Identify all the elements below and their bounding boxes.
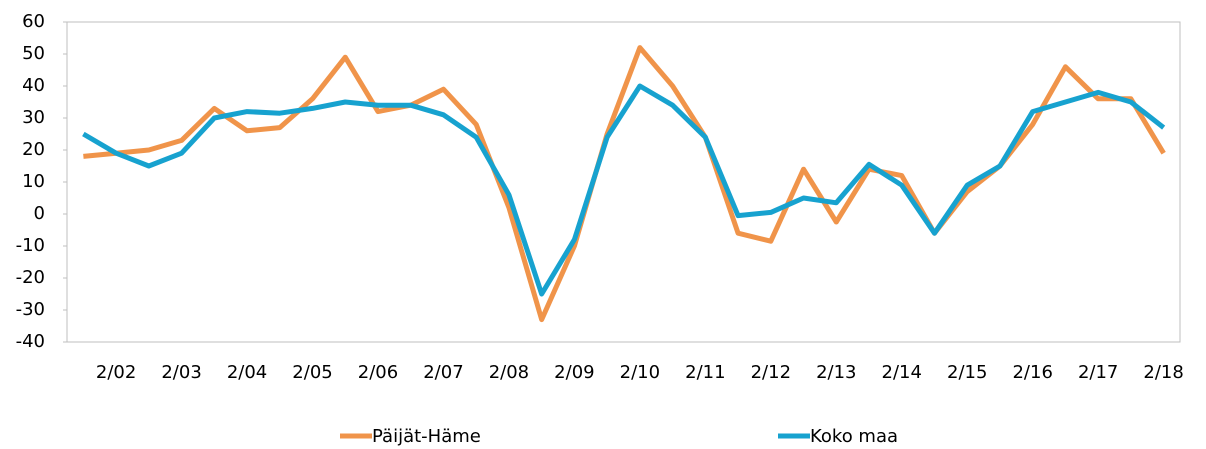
x-tick-label: 2/07 — [423, 362, 463, 383]
x-tick-label: 2/12 — [751, 362, 791, 383]
x-tick-label: 2/08 — [489, 362, 529, 383]
x-tick-label: 2/11 — [685, 362, 725, 383]
y-tick-label: -20 — [16, 267, 45, 288]
y-tick-label: 60 — [22, 11, 45, 32]
y-tick-label: 20 — [22, 139, 45, 160]
x-tick-label: 2/14 — [882, 362, 922, 383]
y-tick-label: 30 — [22, 107, 45, 128]
plot-frame — [66, 21, 1181, 343]
y-tick-label: 50 — [22, 43, 45, 64]
y-tick-label: -40 — [16, 331, 45, 352]
x-tick-label: 2/13 — [816, 362, 856, 383]
x-tick-label: 2/17 — [1078, 362, 1118, 383]
x-tick-label: 2/09 — [554, 362, 594, 383]
y-tick-label: 0 — [34, 203, 45, 224]
x-tick-label: 2/03 — [161, 362, 201, 383]
x-tick-label: 2/04 — [227, 362, 267, 383]
legend-label: Päijät-Häme — [372, 426, 481, 447]
y-tick-label: -30 — [16, 299, 45, 320]
x-tick-label: 2/15 — [947, 362, 987, 383]
series-line — [82, 83, 1166, 297]
y-tick-label: 10 — [22, 171, 45, 192]
x-tick-label: 2/18 — [1143, 362, 1183, 383]
legend-label: Koko maa — [810, 426, 898, 447]
x-tick-label: 2/10 — [620, 362, 660, 383]
x-tick-label: 2/05 — [292, 362, 332, 383]
x-tick-label: 2/06 — [358, 362, 398, 383]
x-tick-label: 2/02 — [96, 362, 136, 383]
x-tick-label: 2/16 — [1012, 362, 1052, 383]
y-tick-label: 40 — [22, 75, 45, 96]
series-line — [83, 45, 1166, 323]
y-tick-label: -10 — [16, 235, 45, 256]
